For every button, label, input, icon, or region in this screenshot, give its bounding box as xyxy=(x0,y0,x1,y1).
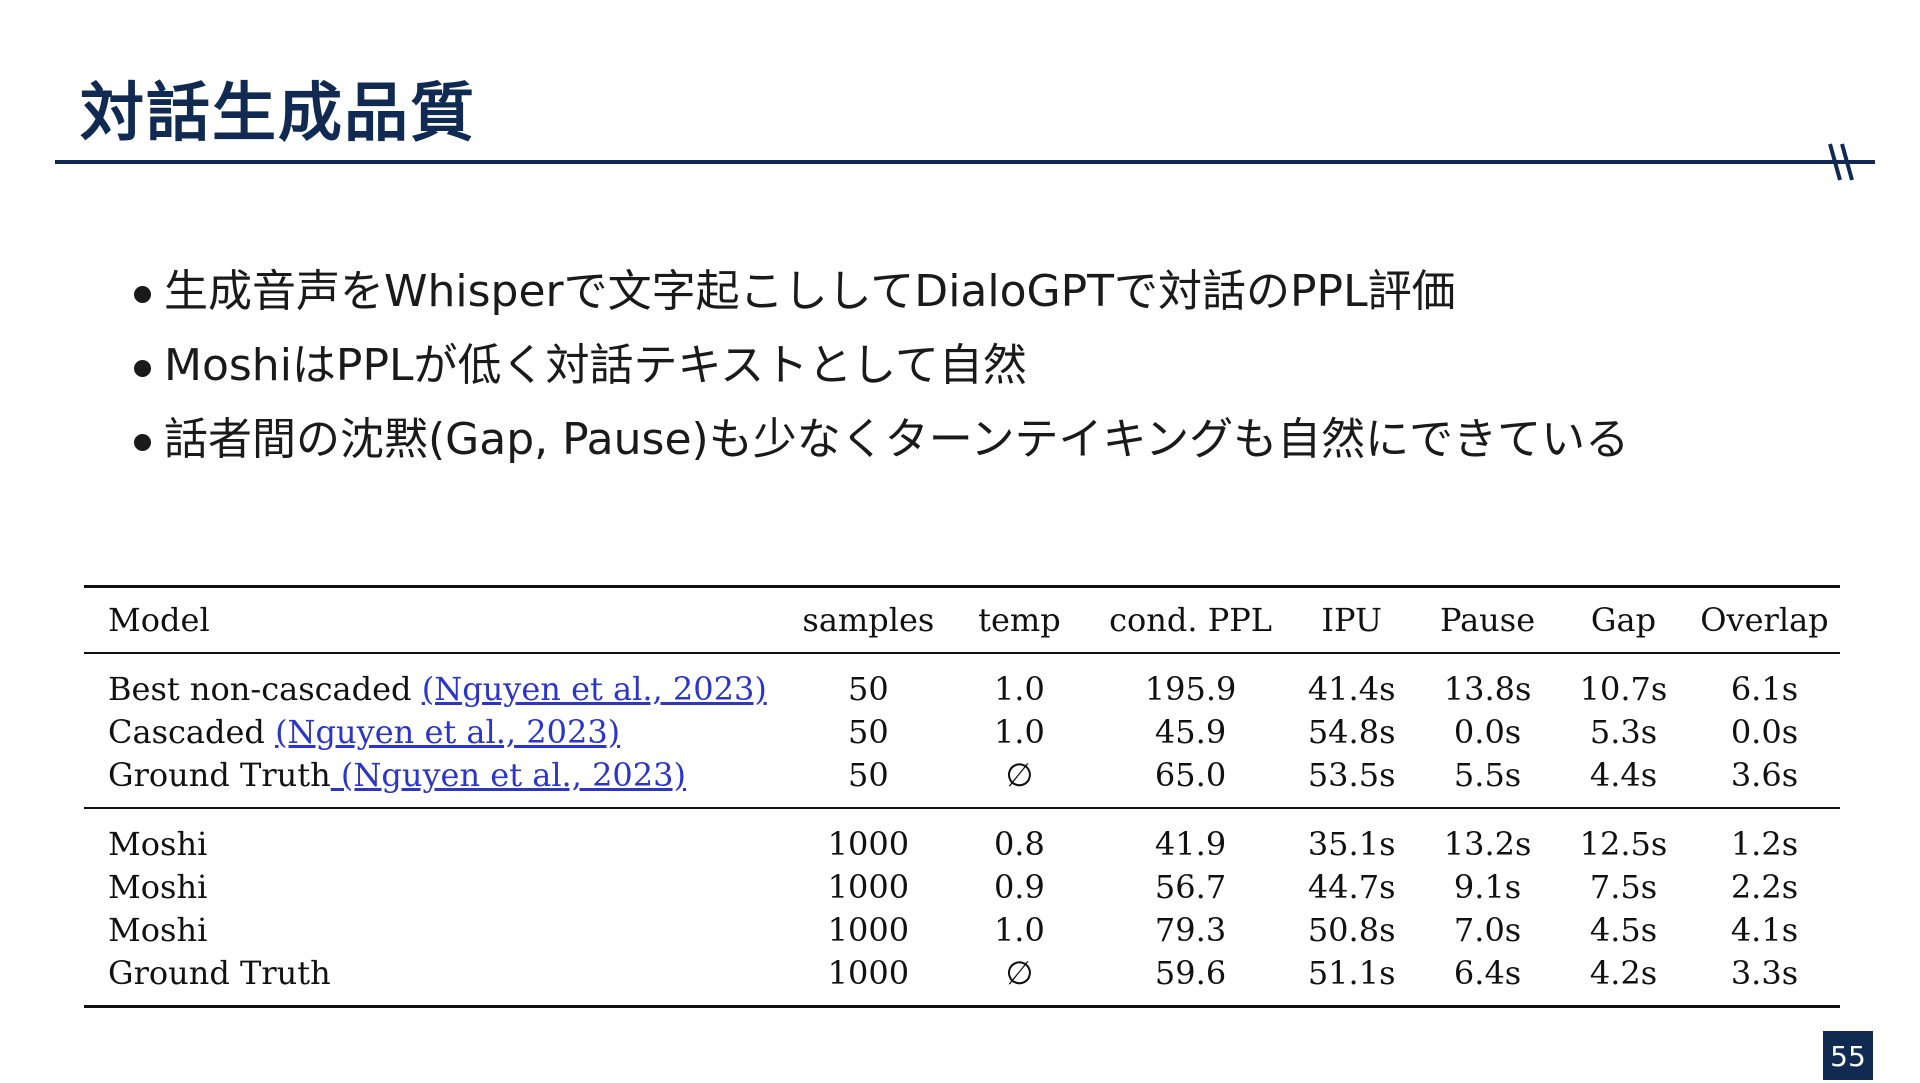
pause-cell: 13.2s xyxy=(1443,825,1532,863)
ppl-cell: 195.9 xyxy=(1144,670,1237,708)
gap-cell: 10.7s xyxy=(1579,670,1668,708)
model-name: Ground Truth xyxy=(108,756,331,794)
ppl-cell: 59.6 xyxy=(1094,952,1287,1008)
samples-cell: 1000 xyxy=(792,952,944,1008)
samples-cell: 1000 xyxy=(827,825,910,863)
ipu-cell: 41.4s xyxy=(1307,670,1396,708)
ipu-cell: 51.1s xyxy=(1286,952,1418,1008)
model-cell: Ground Truth xyxy=(84,952,793,1008)
citation-link[interactable]: (Nguyen et al., 2023) xyxy=(275,713,621,751)
temp-cell: ∅ xyxy=(943,952,1095,1008)
pause-cell: 6.4s xyxy=(1417,952,1559,1008)
bullet-dot-icon xyxy=(134,286,151,303)
samples-cell: 1000 xyxy=(827,911,910,949)
header-samples: samples xyxy=(792,585,944,654)
bullet-dot-icon xyxy=(134,434,151,451)
results-table-container: Model samples temp cond. PPL IPU Pause G… xyxy=(84,585,1840,1008)
ppl-cell-best: 41.9 xyxy=(1154,825,1227,863)
bullet-item: 話者間の沈黙(Gap, Pause)も少なくターンテイキングも自然にできている xyxy=(130,410,1629,484)
ipu-cell: 53.5s xyxy=(1286,754,1418,809)
model-name: Cascaded xyxy=(108,713,276,751)
gap-cell: 5.3s xyxy=(1589,713,1658,751)
table-row: Best non-cascaded (Nguyen et al., 2023) … xyxy=(84,653,1840,711)
table-header-row: Model samples temp cond. PPL IPU Pause G… xyxy=(84,585,1840,654)
model-cell: Ground Truth (Nguyen et al., 2023) xyxy=(84,754,793,809)
bullet-item: MoshiはPPLが低く対話テキストとして自然 xyxy=(130,336,1629,410)
temp-cell: 1.0 xyxy=(993,670,1045,708)
table-row: Moshi 1000 0.8 41.9 35.1s 13.2s 12.5s 1.… xyxy=(84,808,1840,866)
samples-cell: 50 xyxy=(848,670,889,708)
ipu-cell: 54.8s xyxy=(1307,713,1396,751)
header-ipu: IPU xyxy=(1286,585,1418,654)
results-table: Model samples temp cond. PPL IPU Pause G… xyxy=(84,585,1840,1008)
pause-cell: 5.5s xyxy=(1417,754,1559,809)
overlap-cell: 6.1s xyxy=(1730,670,1799,708)
slide-title: 対話生成品質 xyxy=(80,77,476,151)
temp-cell: 1.0 xyxy=(993,911,1045,949)
model-cell: Moshi xyxy=(108,911,208,949)
model-cell: Cascaded (Nguyen et al., 2023) xyxy=(84,711,793,754)
overlap-cell: 4.1s xyxy=(1730,911,1799,949)
double-slash-icon xyxy=(1828,143,1854,181)
ppl-cell: 45.9 xyxy=(1154,713,1227,751)
ipu-cell: 44.7s xyxy=(1307,868,1396,906)
temp-cell: ∅ xyxy=(943,754,1095,809)
citation-link[interactable]: (Nguyen et al., 2023) xyxy=(421,670,767,708)
ppl-cell: 65.0 xyxy=(1094,754,1287,809)
citation-link[interactable]: (Nguyen et al., 2023) xyxy=(330,756,686,794)
ppl-cell: 79.3 xyxy=(1154,911,1227,949)
overlap-cell: 1.2s xyxy=(1730,825,1799,863)
header-temp: temp xyxy=(943,585,1095,654)
table-row: Ground Truth 1000 ∅ 59.6 51.1s 6.4s 4.2s… xyxy=(84,952,1840,1008)
table-row: Moshi 1000 0.9 56.7 44.7s 9.1s 7.5s 2.2s xyxy=(84,866,1840,909)
header-gap: Gap xyxy=(1558,585,1689,654)
ipu-cell: 35.1s xyxy=(1307,825,1396,863)
model-cell: Moshi xyxy=(108,825,208,863)
pause-cell: 9.1s xyxy=(1453,868,1522,906)
temp-cell: 1.0 xyxy=(993,713,1045,751)
title-divider xyxy=(55,160,1875,164)
gap-cell: 4.4s xyxy=(1558,754,1689,809)
pause-cell: 7.0s xyxy=(1453,911,1522,949)
table-row: Cascaded (Nguyen et al., 2023) 50 1.0 45… xyxy=(84,711,1840,754)
bullet-text: MoshiはPPLが低く対話テキストとして自然 xyxy=(164,340,1027,391)
overlap-cell: 3.3s xyxy=(1688,952,1840,1008)
bullet-text: 話者間の沈黙(Gap, Pause)も少なくターンテイキングも自然にできている xyxy=(164,414,1630,465)
ppl-cell: 56.7 xyxy=(1154,868,1227,906)
pause-cell: 13.8s xyxy=(1443,670,1532,708)
header-pause: Pause xyxy=(1417,585,1559,654)
ipu-cell: 50.8s xyxy=(1307,911,1396,949)
bullet-list: 生成音声をWhisperで文字起こししてDialoGPTで対話のPPL評価 Mo… xyxy=(130,262,1629,484)
overlap-cell: 0.0s xyxy=(1730,713,1799,751)
pause-cell: 0.0s xyxy=(1453,713,1522,751)
table-row: Moshi 1000 1.0 79.3 50.8s 7.0s 4.5s 4.1s xyxy=(84,909,1840,952)
model-name: Best non-cascaded xyxy=(108,670,422,708)
gap-cell: 4.5s xyxy=(1589,911,1658,949)
table-row: Ground Truth (Nguyen et al., 2023) 50 ∅ … xyxy=(84,754,1840,809)
temp-cell: 0.8 xyxy=(993,825,1045,863)
overlap-cell: 2.2s xyxy=(1730,868,1799,906)
header-overlap: Overlap xyxy=(1688,585,1840,654)
bullet-text: 生成音声をWhisperで文字起こししてDialoGPTで対話のPPL評価 xyxy=(164,266,1456,317)
gap-cell: 4.2s xyxy=(1558,952,1689,1008)
gap-cell: 12.5s xyxy=(1579,825,1668,863)
header-cond-ppl: cond. PPL xyxy=(1094,585,1287,654)
model-cell: Best non-cascaded (Nguyen et al., 2023) xyxy=(84,653,793,711)
samples-cell: 1000 xyxy=(827,868,910,906)
overlap-cell: 3.6s xyxy=(1688,754,1840,809)
model-cell: Moshi xyxy=(108,868,208,906)
gap-cell: 7.5s xyxy=(1589,868,1658,906)
bullet-item: 生成音声をWhisperで文字起こししてDialoGPTで対話のPPL評価 xyxy=(130,262,1629,336)
temp-cell: 0.9 xyxy=(993,868,1045,906)
header-model: Model xyxy=(84,585,793,654)
samples-cell: 50 xyxy=(848,713,889,751)
samples-cell: 50 xyxy=(792,754,944,809)
page-number-badge: 55 xyxy=(1823,1031,1873,1080)
bullet-dot-icon xyxy=(134,360,151,377)
